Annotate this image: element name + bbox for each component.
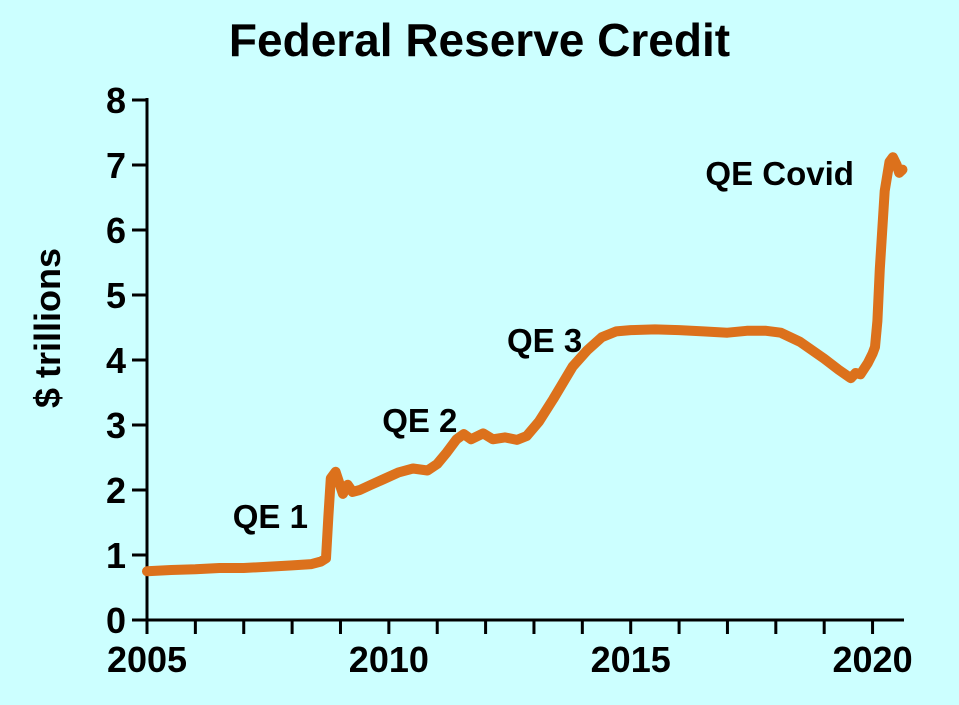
y-tick-label: 0 <box>106 600 126 641</box>
fed-credit-line <box>142 152 908 577</box>
y-tick-label: 4 <box>106 340 126 381</box>
y-axis-label: $ trillions <box>27 247 68 409</box>
annotation-qe-1: QE 1 <box>233 498 308 535</box>
annotation-qe-3: QE 3 <box>507 322 582 359</box>
y-tick-label: 8 <box>106 80 126 121</box>
y-tick-label: 2 <box>106 470 126 511</box>
y-tick-label: 7 <box>106 145 126 186</box>
x-tick-label: 2010 <box>349 639 429 680</box>
x-tick-label: 2015 <box>591 639 671 680</box>
y-tick-label: 3 <box>106 405 126 446</box>
y-tick-label: 5 <box>106 275 126 316</box>
annotation-qe-2: QE 2 <box>382 402 457 439</box>
chart-title: Federal Reserve Credit <box>228 14 731 66</box>
x-tick-label: 2005 <box>107 639 187 680</box>
x-tick-label: 2020 <box>833 639 913 680</box>
y-tick-label: 6 <box>106 210 126 251</box>
annotation-qe-covid: QE Covid <box>705 155 854 192</box>
y-tick-label: 1 <box>106 535 126 576</box>
